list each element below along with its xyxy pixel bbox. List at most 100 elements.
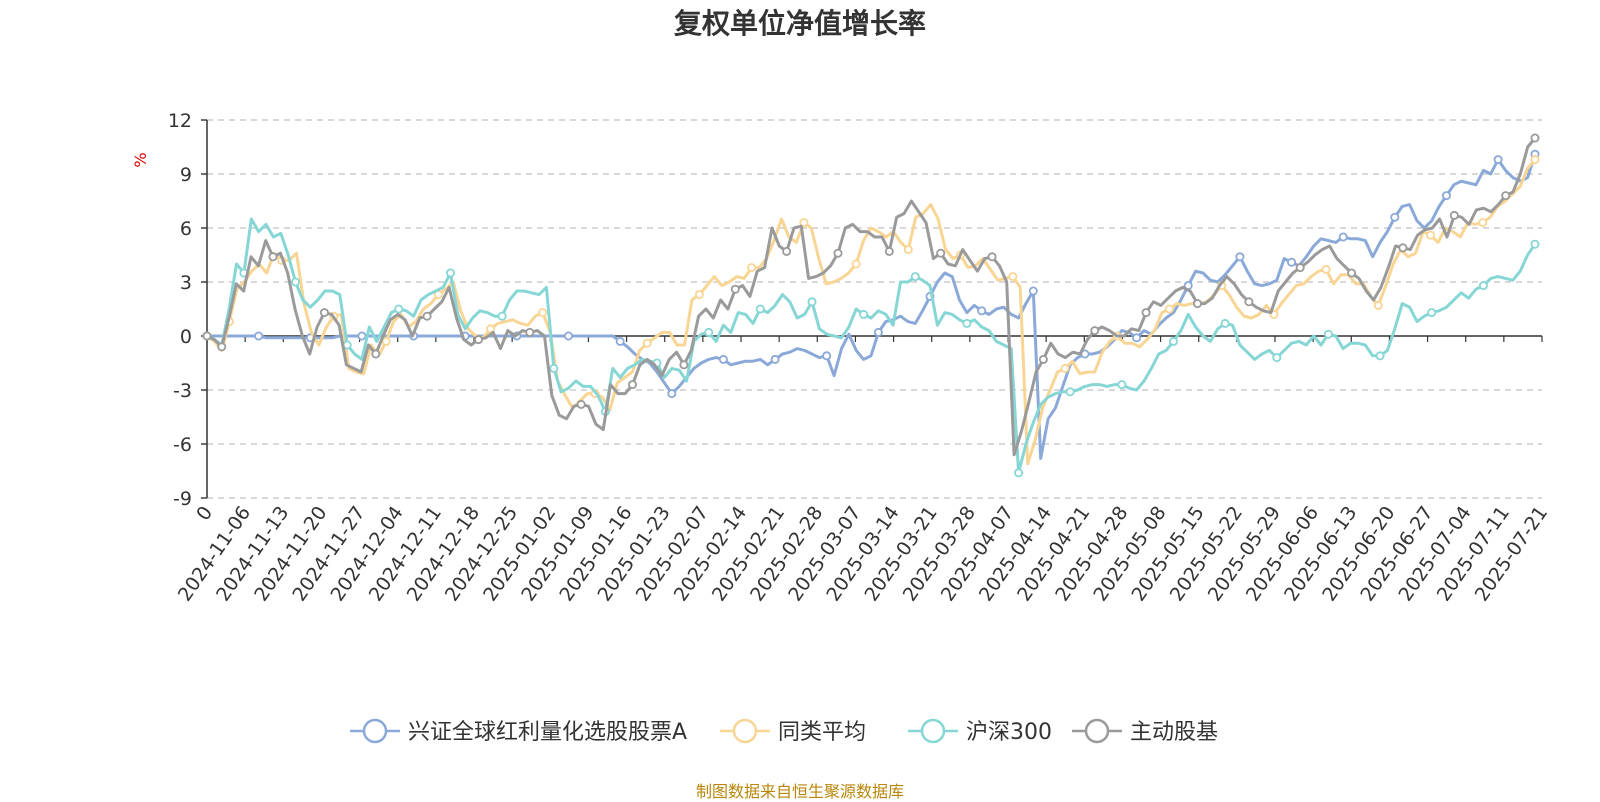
data-point: [576, 399, 586, 409]
data-point: [1287, 257, 1297, 267]
data-point: [1530, 133, 1540, 143]
series-lines: [202, 133, 1540, 478]
data-point: [1090, 326, 1100, 336]
data-point: [807, 297, 817, 307]
data-point: [770, 354, 780, 364]
data-point: [679, 360, 689, 370]
data-point: [1295, 263, 1305, 273]
data-point: [1220, 318, 1230, 328]
data-point: [1375, 351, 1385, 361]
legend-label: 兴证全球红利量化选股股票A: [408, 720, 687, 745]
data-point: [936, 248, 946, 258]
data-point: [1398, 243, 1408, 253]
grid-lines: [207, 119, 1542, 499]
y-tick-label: 6: [180, 218, 192, 240]
legend-item[interactable]: 兴证全球红利量化选股股票A: [350, 718, 687, 745]
data-point: [268, 252, 278, 262]
data-point: [1065, 387, 1075, 397]
data-point: [497, 311, 507, 321]
data-point: [1373, 300, 1383, 310]
data-point: [667, 389, 677, 399]
data-point: [873, 327, 883, 337]
y-tick-label: 0: [180, 326, 192, 348]
data-point: [1493, 155, 1503, 165]
data-point: [1449, 210, 1459, 220]
data-point: [1347, 268, 1357, 278]
y-axis-ticks: 12 9 6 3 0 -3 -6 -9: [168, 110, 192, 510]
y-tick-label: -9: [173, 488, 192, 510]
data-point: [1323, 329, 1333, 339]
series-line-1: [205, 158, 1537, 466]
data-point: [381, 336, 391, 346]
data-point: [1132, 333, 1142, 343]
data-point: [525, 327, 535, 337]
data-point: [1244, 297, 1254, 307]
data-point: [1235, 252, 1245, 262]
series-line-3: [205, 136, 1537, 457]
legend-marker-icon: [362, 718, 388, 744]
data-point: [694, 290, 704, 300]
data-point: [718, 354, 728, 364]
legend-label: 同类平均: [778, 720, 866, 745]
data-point: [962, 318, 972, 328]
data-point: [1478, 218, 1488, 228]
y-tick-label: 3: [180, 272, 192, 294]
data-point: [217, 342, 227, 352]
data-point: [1478, 281, 1488, 291]
data-point: [1164, 304, 1174, 314]
data-point: [549, 363, 559, 373]
data-point: [910, 272, 920, 282]
legend-label: 沪深300: [966, 720, 1052, 745]
data-point: [485, 324, 495, 334]
data-point: [782, 246, 792, 256]
data-point: [822, 351, 832, 361]
data-point: [747, 263, 757, 273]
data-point: [319, 308, 329, 318]
data-point: [371, 349, 381, 359]
data-point: [473, 335, 483, 345]
data-point: [1008, 272, 1018, 282]
data-point: [1038, 354, 1048, 364]
legend[interactable]: 兴证全球红利量化选股股票A 同类平均 沪深300 主动股基: [350, 718, 1218, 745]
data-point: [977, 306, 987, 316]
data-point: [1117, 380, 1127, 390]
data-point: [851, 259, 861, 269]
series-line-2: [205, 217, 1537, 475]
data-point: [628, 380, 638, 390]
y-tick-label: 9: [180, 164, 192, 186]
data-point: [755, 304, 765, 314]
y-axis-unit-label: %: [131, 152, 150, 167]
chart-title: 复权单位净值增长率: [673, 7, 926, 40]
footer-source-note: 制图数据来自恒生聚源数据库: [695, 782, 904, 801]
data-point: [1427, 308, 1437, 318]
data-point: [1321, 264, 1331, 274]
data-point: [1338, 232, 1348, 242]
data-point: [254, 331, 264, 341]
data-point: [1060, 363, 1070, 373]
data-point: [903, 245, 913, 255]
legend-item[interactable]: 沪深300: [908, 718, 1052, 745]
series-line-0: [205, 152, 1537, 460]
data-point: [1530, 239, 1540, 249]
data-point: [642, 338, 652, 348]
data-point: [730, 284, 740, 294]
data-point: [1426, 230, 1436, 240]
legend-item[interactable]: 主动股基: [1072, 718, 1218, 745]
data-point: [1169, 336, 1179, 346]
y-tick-label: -3: [173, 380, 192, 402]
data-point: [987, 252, 997, 262]
x-tick-label: 0: [192, 502, 217, 525]
data-point: [538, 308, 548, 318]
data-point: [290, 277, 300, 287]
legend-label: 主动股基: [1130, 720, 1218, 745]
data-point: [1141, 308, 1151, 318]
legend-item[interactable]: 同类平均: [720, 718, 866, 745]
data-point: [704, 327, 714, 337]
data-point: [1193, 299, 1203, 309]
data-point: [1501, 191, 1511, 201]
data-point: [564, 331, 574, 341]
data-point: [1028, 286, 1038, 296]
y-tick-label: 12: [168, 110, 192, 132]
data-point: [394, 304, 404, 314]
legend-marker-icon: [920, 718, 946, 744]
